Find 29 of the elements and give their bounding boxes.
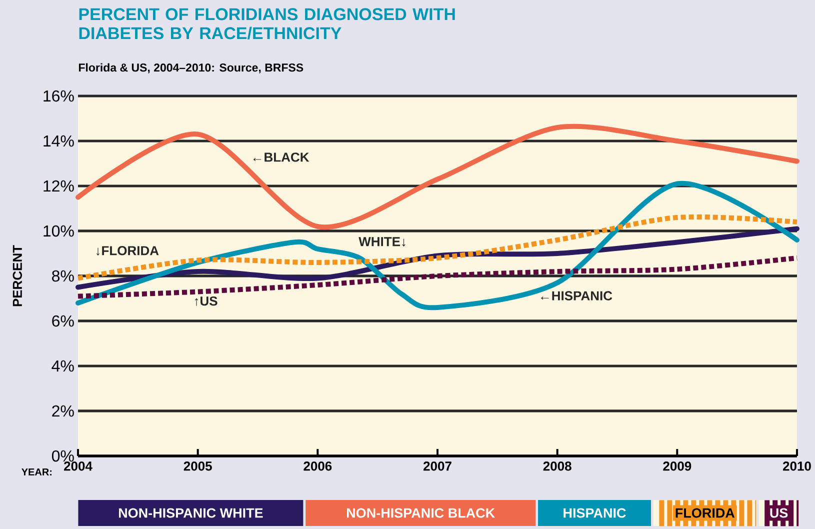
chart-subtitle: Florida & US, 2004–2010: Source, BRFSS	[78, 63, 304, 74]
annotation: ←HISPANIC	[541, 291, 612, 300]
x-tick-label: 2009	[663, 462, 692, 471]
y-tick-label: 2%	[52, 405, 74, 417]
annotation: ←BLACK	[253, 152, 310, 162]
annotation: ↓FLORIDA	[96, 246, 159, 256]
y-tick-label: 8%	[52, 270, 74, 282]
x-tick-label: 2006	[304, 462, 332, 471]
y-tick-label: 16%	[44, 90, 74, 102]
legend-label: FLORIDA	[676, 508, 735, 518]
y-axis-title: PERCENT	[12, 245, 22, 306]
y-tick-label: 6%	[52, 315, 74, 327]
annotation: WHITE↓	[358, 237, 406, 246]
x-tick-label: 2008	[543, 462, 572, 471]
x-tick-label: 2005	[184, 462, 212, 471]
y-tick-label: 10%	[44, 225, 74, 237]
text: NON-HISPANIC BLACK	[347, 508, 495, 518]
y-tick-label: 14%	[44, 135, 74, 147]
y-tick-label: 12%	[44, 180, 74, 192]
x-axis-title: YEAR:	[22, 468, 52, 476]
text: NON-HISPANIC WHITE	[118, 508, 263, 518]
x-tick-label: 2004	[64, 462, 92, 471]
x-tick-label: 2007	[423, 462, 452, 471]
annotation: ↑US	[194, 296, 218, 306]
x-tick-label: 2010	[782, 462, 811, 471]
y-tick-label: 0%	[52, 450, 74, 462]
y-tick-label: 4%	[52, 360, 74, 372]
text: HISPANIC	[564, 508, 626, 518]
chart-title: PERCENT OF FLORIDIANS DIAGNOSED WITH DIABETES BY RACE/ETHNICITY	[79, 8, 455, 40]
